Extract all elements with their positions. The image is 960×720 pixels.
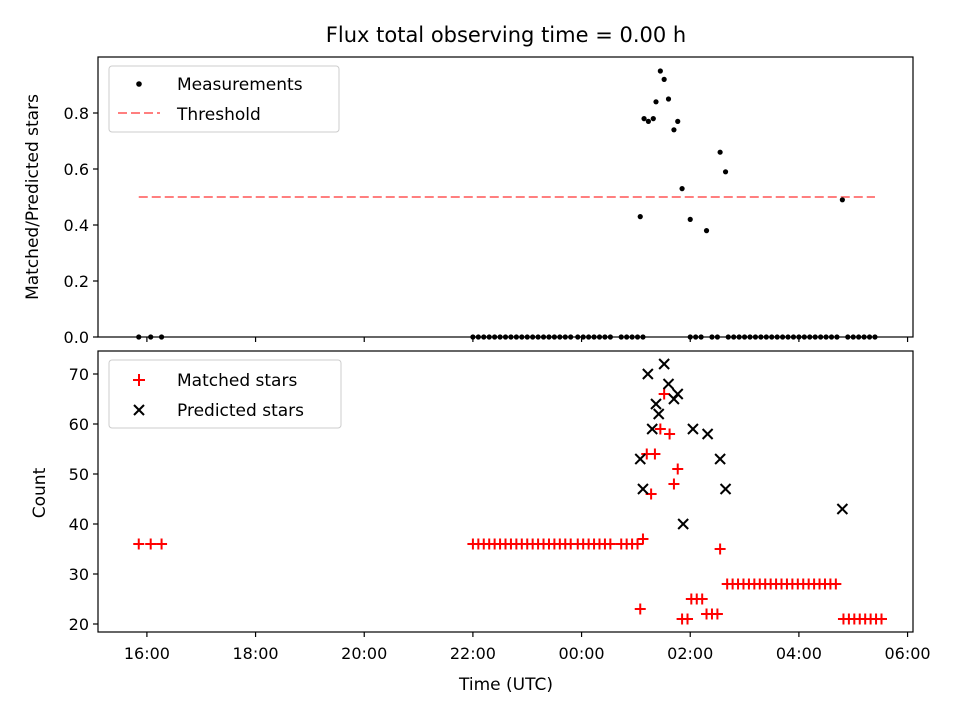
legend-predicted-marker [133,404,145,416]
measurement-point [657,68,663,74]
xlabel: Time (UTC) [458,675,553,695]
chart-title: Flux total observing time = 0.00 h [326,23,686,47]
measurement-point [637,214,643,220]
predicted-point [642,368,654,380]
predicted-point [714,453,726,465]
top-y-ticks: 0.0 0.2 0.4 0.6 0.8 [64,104,98,347]
measurement-point [641,116,647,122]
measurement-point [839,197,845,203]
predicted-point [701,428,714,440]
measurement-point [687,216,693,222]
measurement-point [679,186,685,192]
bottom-xtick-label: 16:00 [124,644,170,663]
matched-point [672,463,684,475]
predicted-points [634,358,849,530]
predicted-point [672,388,684,400]
bottom-xtick-label: 04:00 [776,644,822,663]
top-legend: Measurements Threshold [108,65,340,133]
matched-point [145,538,157,550]
bottom-xtick-label: 22:00 [450,644,496,663]
measurement-point [650,116,656,122]
top-ytick-label: 0.0 [64,328,89,347]
bottom-xtick-label: 00:00 [559,644,605,663]
matched-point [682,613,694,625]
matched-point [875,613,887,625]
bottom-x-ticks: 16:00 18:00 20:00 22:00 00:00 02:00 04:00 06:00 [124,632,931,663]
bottom-ytick-label: 60 [69,415,89,434]
measurement-point [722,169,729,175]
bottom-ytick-label: 40 [69,515,89,534]
matched-point [604,538,616,550]
measurement-point [653,99,659,105]
predicted-point [634,453,646,465]
matched-point [654,423,666,435]
bottom-xtick-label: 18:00 [233,644,279,663]
predicted-point [653,408,665,420]
measurement-point [675,118,681,124]
bottom-ytick-label: 30 [69,565,89,584]
predicted-point [650,398,662,410]
matched-point [664,428,676,440]
matched-points [133,388,887,625]
matched-point [649,448,661,460]
top-ytick-label: 0.8 [64,104,89,123]
top-axes-frame [97,56,914,338]
bottom-legend: Matched stars Predicted stars [108,359,342,429]
matched-point [711,608,723,620]
top-ytick-label: 0.4 [64,216,89,235]
legend-predicted: Predicted stars [177,401,304,421]
predicted-point [687,423,699,435]
legend-matched: Matched stars [177,371,297,391]
bottom-ytick-label: 50 [69,465,89,484]
matched-point [668,478,680,490]
measurement-point [665,96,672,102]
top-ylabel: Matched/Predicted stars [23,94,43,300]
top-legend-box [108,65,340,133]
measurement-point [661,76,667,82]
matched-point [156,538,168,550]
bottom-axes-frame [97,350,914,633]
top-ytick-label: 0.2 [64,272,89,291]
matched-point [658,388,670,400]
predicted-point [836,503,849,515]
bottom-xtick-label: 02:00 [667,644,713,663]
bottom-legend-box [108,359,342,429]
bottom-xtick-label: 20:00 [341,644,387,663]
matched-point [634,603,646,615]
matched-point [830,578,842,590]
matched-point [696,593,708,605]
measurement-point [717,149,723,155]
bottom-ytick-label: 20 [69,615,89,634]
predicted-point [662,378,675,390]
measurement-point [645,118,651,124]
matched-point [637,533,649,545]
matched-point [714,543,726,555]
predicted-point [637,483,649,495]
legend-threshold: Threshold [176,105,261,125]
predicted-point [677,518,689,530]
matched-point [133,538,145,550]
legend-measurement-marker [136,81,142,87]
matched-point [632,538,644,550]
legend-measurements: Measurements [177,75,303,95]
predicted-point [719,483,732,495]
measurement-point [671,127,677,133]
bottom-ylabel: Count [30,467,50,518]
legend-matched-marker [133,374,145,386]
predicted-point [646,423,658,435]
bottom-ytick-label: 70 [69,365,89,384]
bottom-xtick-label: 06:00 [885,644,931,663]
predicted-point [658,358,670,370]
bottom-y-ticks: 20 30 40 50 60 70 [69,365,98,634]
top-ytick-label: 0.6 [64,160,89,179]
measurement-point [703,228,710,234]
